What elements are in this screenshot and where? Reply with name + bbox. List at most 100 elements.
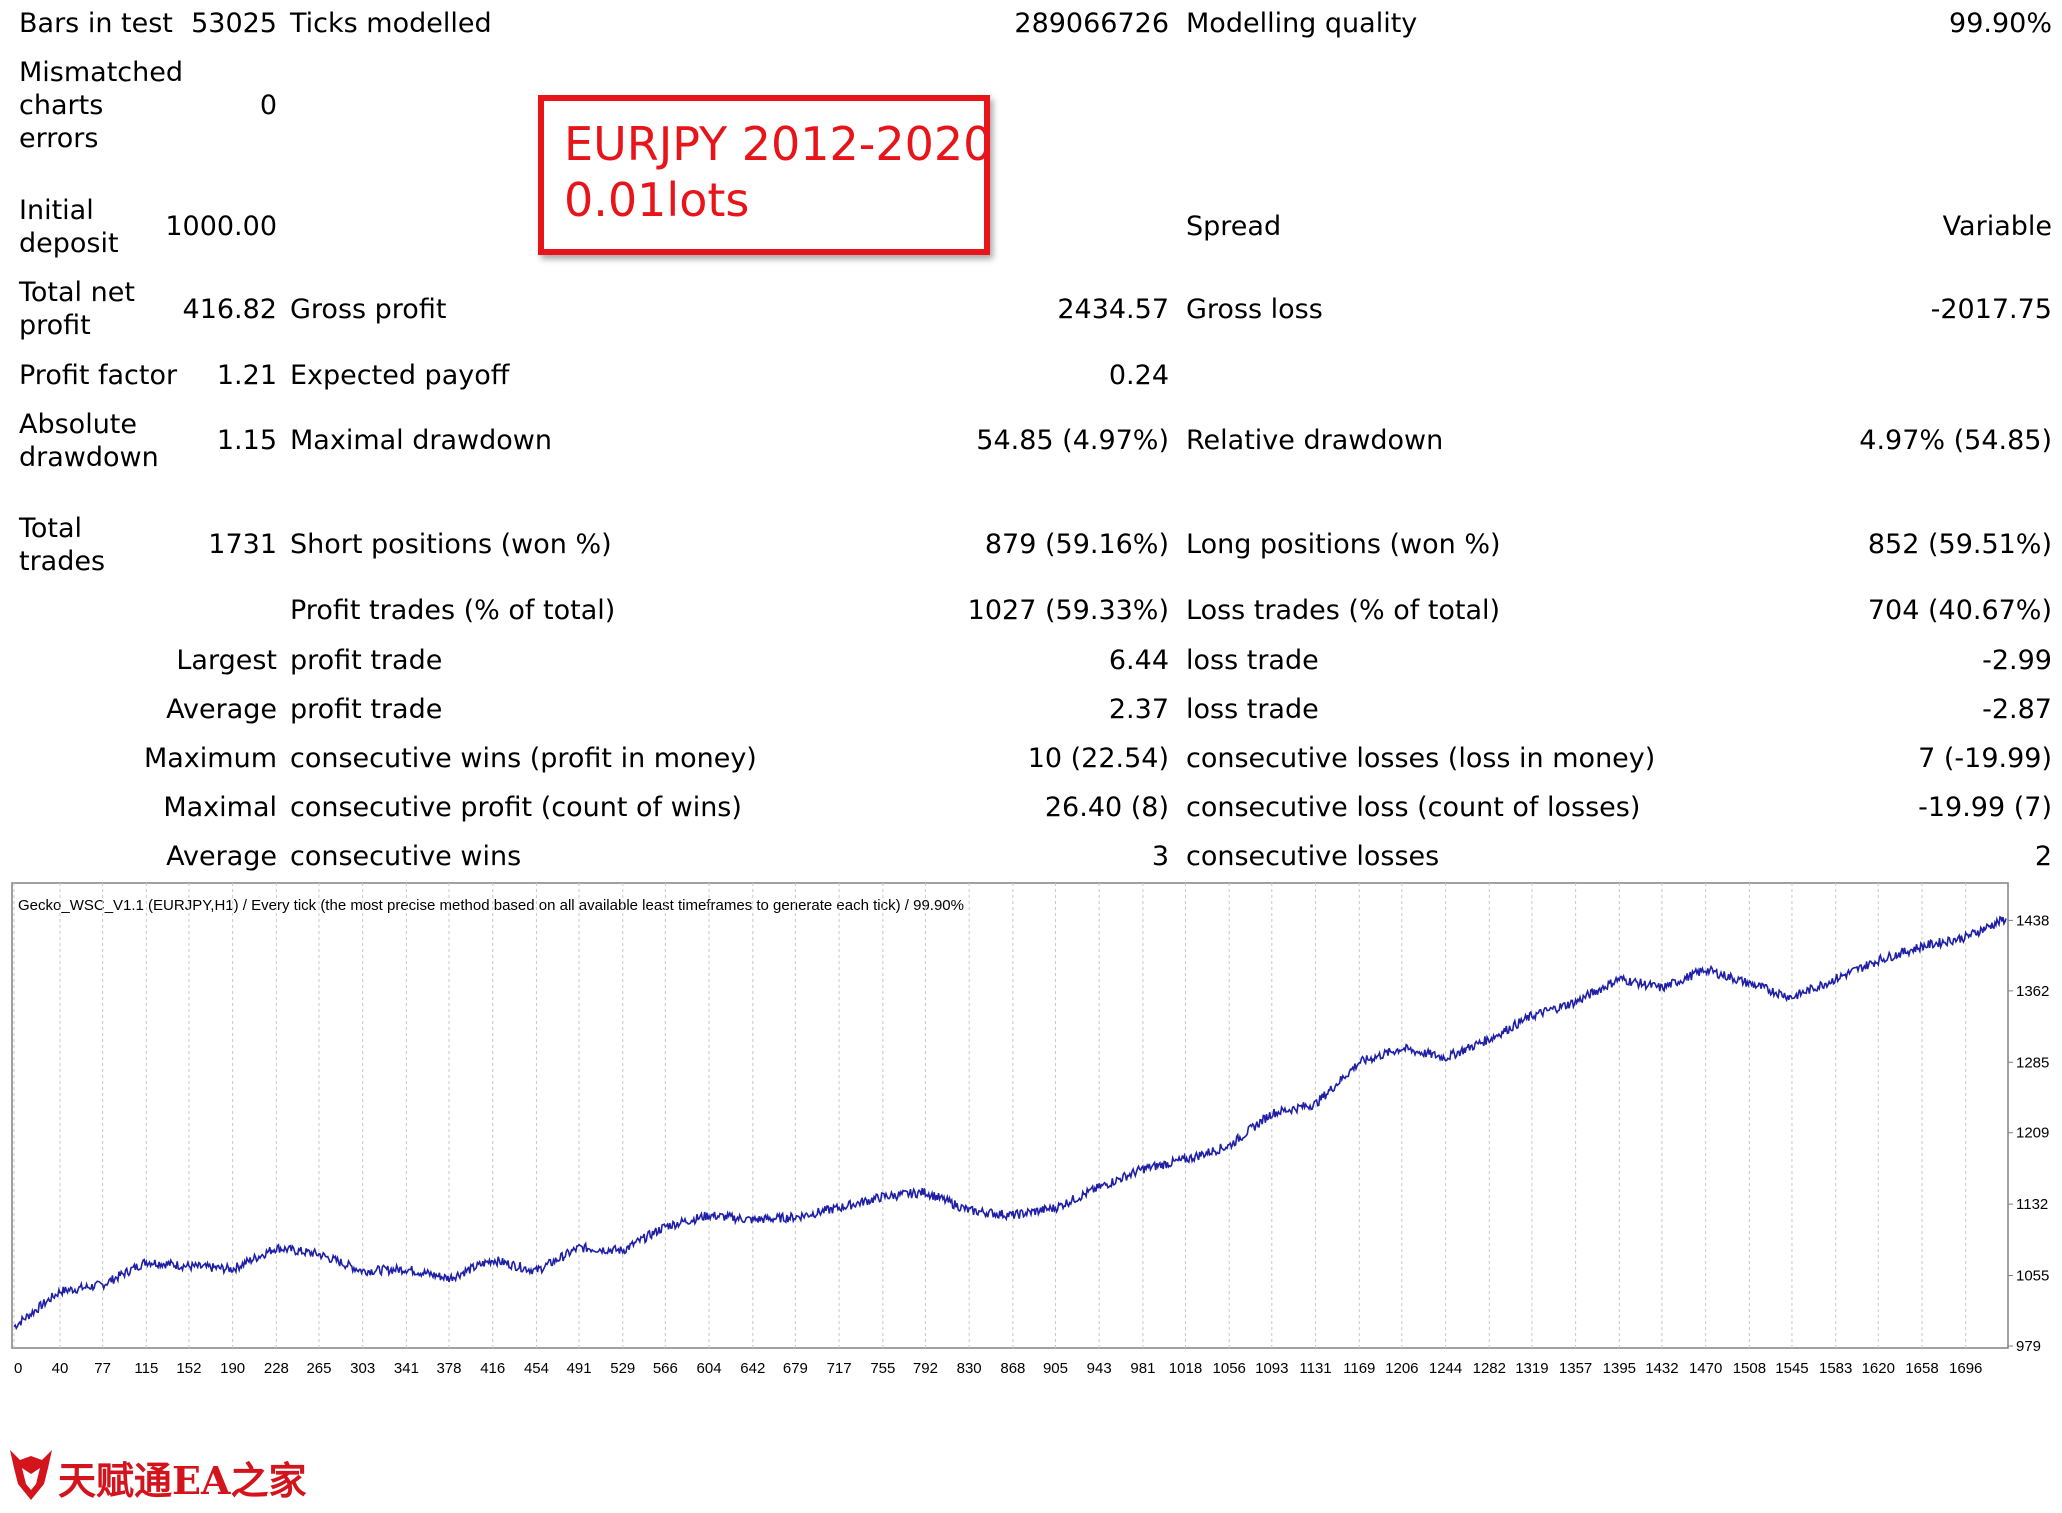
chart-x-tick-label: 1508: [1733, 1360, 1766, 1377]
chart-x-tick-label: 1018: [1169, 1360, 1202, 1377]
chart-x-tick-label: 152: [176, 1360, 201, 1377]
maximal-drawdown-label: Maximal drawdown: [290, 425, 552, 456]
chart-x-tick-label: 303: [350, 1360, 375, 1377]
initial-deposit-value: 1000.00: [165, 211, 277, 242]
maximal-loss-label: consecutive loss (count of losses): [1186, 792, 1641, 823]
largest-profit-value: 6.44: [1108, 645, 1169, 676]
ticks-modelled-value: 289066726: [1014, 8, 1169, 39]
total-net-profit-label-2: profit: [19, 310, 91, 341]
maximum-loss-label: consecutive losses (loss in money): [1186, 743, 1656, 774]
spread-value: Variable: [1942, 211, 2052, 242]
chart-x-tick-label: 981: [1130, 1360, 1155, 1377]
chart-x-tick-label: 717: [827, 1360, 852, 1377]
initial-deposit-label-2: deposit: [19, 228, 119, 259]
chart-x-tick-label: 228: [264, 1360, 289, 1377]
largest-prefix: Largest: [176, 645, 277, 676]
total-net-profit-label-1: Total net: [19, 277, 135, 308]
absolute-drawdown-label-1: Absolute: [19, 409, 138, 440]
chart-x-tick-label: 905: [1043, 1360, 1068, 1377]
short-positions-label: Short positions (won %): [290, 529, 612, 560]
chart-x-tick-label: 454: [524, 1360, 549, 1377]
chart-x-tick-label: 943: [1087, 1360, 1112, 1377]
chart-x-tick-label: 491: [567, 1360, 592, 1377]
chart-x-tick-label: 1658: [1905, 1360, 1938, 1377]
mismatched-value: 0: [259, 90, 277, 121]
mismatched-label-3: errors: [19, 123, 99, 154]
average-consecutive-loss-value: 2: [2034, 841, 2052, 872]
absolute-drawdown-label-2: drawdown: [19, 442, 159, 473]
chart-y-tick-label: 979: [2016, 1338, 2041, 1355]
loss-trades-label: Loss trades (% of total): [1186, 595, 1501, 626]
chart-x-tick-label: 341: [394, 1360, 419, 1377]
annotation-line-1: EURJPY 2012-2020: [564, 117, 993, 171]
chart-x-tick-label: 378: [436, 1360, 461, 1377]
chart-x-tick-label: 1395: [1603, 1360, 1636, 1377]
maximal-drawdown-value: 54.85 (4.97%): [976, 425, 1169, 456]
chart-x-tick-label: 868: [1000, 1360, 1025, 1377]
chart-x-tick-label: 1319: [1515, 1360, 1548, 1377]
profit-trades-value: 1027 (59.33%): [967, 595, 1169, 626]
maximum-loss-value: 7 (-19.99): [1918, 743, 2052, 774]
loss-trades-value: 704 (40.67%): [1867, 595, 2052, 626]
chart-x-tick-label: 1131: [1299, 1360, 1331, 1377]
chart-x-tick-label: 604: [697, 1360, 722, 1377]
annotation-line-2: 0.01lots: [564, 173, 750, 227]
maximal-profit-label: consecutive profit (count of wins): [290, 792, 742, 823]
chart-x-tick-label: 1357: [1559, 1360, 1592, 1377]
long-positions-label: Long positions (won %): [1186, 529, 1501, 560]
initial-deposit-label-1: Initial: [19, 195, 94, 226]
chart-y-tick-label: 1438: [2016, 912, 2049, 929]
maximal-profit-value: 26.40 (8): [1044, 792, 1169, 823]
relative-drawdown-label: Relative drawdown: [1186, 425, 1444, 456]
total-trades-label-1: Total: [19, 513, 83, 544]
chart-x-tick-label: 40: [52, 1360, 69, 1377]
maximal-loss-value: -19.99 (7): [1918, 792, 2052, 823]
long-positions-value: 852 (59.51%): [1867, 529, 2052, 560]
bars-in-test-label: Bars in test: [19, 8, 173, 39]
chart-x-tick-label: 1093: [1255, 1360, 1288, 1377]
chart-title: Gecko_WSC_V1.1 (EURJPY,H1) / Every tick …: [18, 897, 964, 914]
balance-chart: Gecko_WSC_V1.1 (EURJPY,H1) / Every tick …: [11, 882, 2049, 1377]
chart-x-tick-label: 529: [610, 1360, 635, 1377]
chart-y-tick-label: 1132: [2016, 1196, 2048, 1213]
chart-x-tick-label: 190: [220, 1360, 245, 1377]
chart-x-tick-label: 1696: [1949, 1360, 1982, 1377]
relative-drawdown-value: 4.97% (54.85): [1859, 425, 2052, 456]
chart-x-axis: 0 40 77 115 152 190 228 265 303 341 378 416 454 491 52…: [14, 1360, 1982, 1377]
chart-x-tick-label: 1206: [1385, 1360, 1418, 1377]
average-consecutive-profit-label: consecutive wins: [290, 841, 522, 872]
gross-profit-label: Gross profit: [290, 294, 447, 325]
average-consecutive-prefix: Average: [166, 841, 277, 872]
average-loss-label: loss trade: [1186, 694, 1319, 725]
profit-factor-label: Profit factor: [19, 360, 178, 391]
total-trades-value: 1731: [208, 529, 277, 560]
chart-x-tick-label: 755: [870, 1360, 895, 1377]
chart-x-tick-label: 1056: [1213, 1360, 1246, 1377]
maximum-prefix: Maximum: [143, 743, 277, 774]
bull-shield-icon: [10, 1450, 52, 1500]
spread-label: Spread: [1186, 211, 1282, 242]
chart-x-tick-label: 642: [740, 1360, 765, 1377]
short-positions-value: 879 (59.16%): [984, 529, 1169, 560]
expected-payoff-label: Expected payoff: [290, 360, 510, 391]
gross-loss-value: -2017.75: [1930, 294, 2052, 325]
modelling-quality-label: Modelling quality: [1186, 8, 1418, 39]
absolute-drawdown-value: 1.15: [216, 425, 277, 456]
chart-x-tick-label: 1620: [1862, 1360, 1895, 1377]
chart-x-tick-label: 1169: [1343, 1360, 1375, 1377]
chart-x-tick-label: 1432: [1645, 1360, 1678, 1377]
chart-x-tick-label: 792: [913, 1360, 938, 1377]
maximum-profit-value: 10 (22.54): [1027, 743, 1169, 774]
annotation-box: EURJPY 2012-2020 0.01lots: [538, 95, 993, 255]
expected-payoff-value: 0.24: [1108, 360, 1169, 391]
chart-plot-frame: [11, 882, 2009, 1349]
mismatched-label-2: charts: [19, 90, 104, 121]
average-profit-value: 2.37: [1108, 694, 1169, 725]
total-net-profit-value: 416.82: [182, 294, 277, 325]
profit-factor-value: 1.21: [216, 360, 277, 391]
chart-x-tick-label: 830: [957, 1360, 982, 1377]
site-logo: 天赋通EA之家: [6, 1440, 306, 1510]
ticks-modelled-label: Ticks modelled: [290, 8, 492, 39]
chart-x-tick-label: 566: [653, 1360, 678, 1377]
chart-x-tick-label: 77: [94, 1360, 111, 1377]
